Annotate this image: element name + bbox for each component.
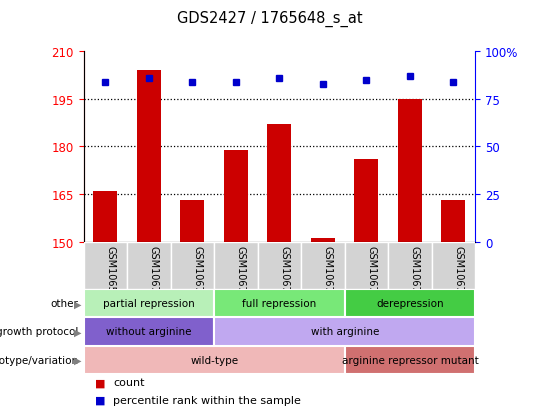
Text: full repression: full repression [242,299,316,309]
Text: partial repression: partial repression [103,299,195,309]
Bar [214,318,475,346]
Bar [301,242,345,290]
Bar [267,125,292,242]
Bar [431,242,475,290]
Bar [84,346,345,374]
Text: genotype/variation: genotype/variation [0,355,78,365]
Bar [345,290,475,318]
Text: ▶: ▶ [73,355,81,365]
Text: derepression: derepression [376,299,444,309]
Text: GSM106753: GSM106753 [236,246,246,305]
Bar [398,100,422,242]
Text: GSM106504: GSM106504 [105,246,116,305]
Text: arginine repressor mutant: arginine repressor mutant [342,355,478,365]
Bar [137,71,161,242]
Text: GSM106757: GSM106757 [367,246,376,305]
Text: ▶: ▶ [73,327,81,337]
Text: GSM106759: GSM106759 [454,246,463,305]
Text: GSM106751: GSM106751 [149,246,159,305]
Text: GSM106758: GSM106758 [410,246,420,305]
Bar [311,239,335,242]
Text: growth protocol: growth protocol [0,327,78,337]
Text: wild-type: wild-type [190,355,238,365]
Text: GSM106752: GSM106752 [192,246,202,305]
Bar [214,242,258,290]
Bar [84,242,127,290]
Bar [442,201,465,242]
Bar [84,318,214,346]
Text: percentile rank within the sample: percentile rank within the sample [113,395,301,405]
Bar [127,242,171,290]
Bar [171,242,214,290]
Bar [345,242,388,290]
Bar [258,242,301,290]
Text: ■: ■ [94,395,105,405]
Text: other: other [50,299,78,309]
Text: GSM106756: GSM106756 [323,246,333,305]
Text: ▶: ▶ [73,299,81,309]
Bar [180,201,205,242]
Bar [214,290,345,318]
Bar [354,160,379,242]
Text: count: count [113,377,145,387]
Bar [84,290,214,318]
Text: GDS2427 / 1765648_s_at: GDS2427 / 1765648_s_at [177,10,363,26]
Text: ■: ■ [94,377,105,387]
Bar [224,150,248,242]
Text: without arginine: without arginine [106,327,192,337]
Text: GSM106755: GSM106755 [280,246,289,305]
Bar [93,191,117,242]
Bar [388,242,431,290]
Bar [345,346,475,374]
Text: with arginine: with arginine [310,327,379,337]
